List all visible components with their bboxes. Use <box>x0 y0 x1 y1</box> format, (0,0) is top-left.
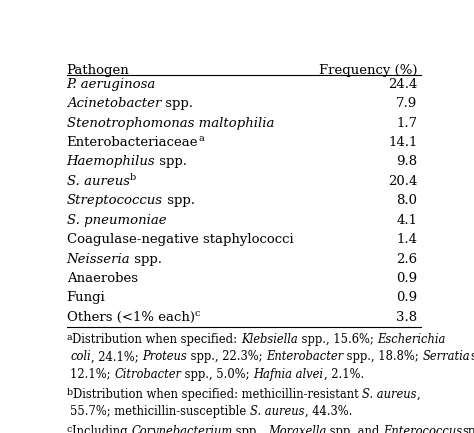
Text: a: a <box>66 333 72 342</box>
Text: Enterobacter: Enterobacter <box>266 350 343 363</box>
Text: spp.,: spp., <box>232 425 268 433</box>
Text: S. aureus: S. aureus <box>250 405 305 418</box>
Text: ,: , <box>417 388 420 401</box>
Text: spp.: spp. <box>462 425 474 433</box>
Text: 8.0: 8.0 <box>396 194 418 207</box>
Text: Enterococcus: Enterococcus <box>383 425 462 433</box>
Text: spp.,: spp., <box>470 350 474 363</box>
Text: b: b <box>129 173 136 181</box>
Text: Haemophilus: Haemophilus <box>66 155 155 168</box>
Text: 55.7%; methicillin-susceptible: 55.7%; methicillin-susceptible <box>70 405 250 418</box>
Text: Pathogen: Pathogen <box>66 64 129 77</box>
Text: 1.7: 1.7 <box>396 116 418 129</box>
Text: 9.8: 9.8 <box>396 155 418 168</box>
Text: , 24.1%;: , 24.1%; <box>91 350 142 363</box>
Text: 3.8: 3.8 <box>396 311 418 324</box>
Text: Serratia: Serratia <box>422 350 470 363</box>
Text: Acinetobacter: Acinetobacter <box>66 97 161 110</box>
Text: 4.1: 4.1 <box>396 214 418 227</box>
Text: Proteus: Proteus <box>142 350 187 363</box>
Text: 1.4: 1.4 <box>396 233 418 246</box>
Text: S. pneumoniae: S. pneumoniae <box>66 214 166 227</box>
Text: Fungi: Fungi <box>66 291 105 304</box>
Text: Coagulase-negative staphylococci: Coagulase-negative staphylococci <box>66 233 293 246</box>
Text: Stenotrophomonas maltophilia: Stenotrophomonas maltophilia <box>66 116 274 129</box>
Text: Anaerobes: Anaerobes <box>66 272 137 285</box>
Text: P. aeruginosa: P. aeruginosa <box>66 78 156 91</box>
Text: Distribution when specified: methicillin-resistant: Distribution when specified: methicillin… <box>73 388 362 401</box>
Text: Streptococcus: Streptococcus <box>66 194 163 207</box>
Text: Including: Including <box>72 425 131 433</box>
Text: 2.6: 2.6 <box>396 252 418 265</box>
Text: spp., 22.3%;: spp., 22.3%; <box>187 350 266 363</box>
Text: Citrobacter: Citrobacter <box>114 368 182 381</box>
Text: spp., 5.0%;: spp., 5.0%; <box>182 368 254 381</box>
Text: Hafnia alvei: Hafnia alvei <box>254 368 324 381</box>
Text: Others (<1% each): Others (<1% each) <box>66 311 195 324</box>
Text: 7.9: 7.9 <box>396 97 418 110</box>
Text: Frequency (%): Frequency (%) <box>319 64 418 77</box>
Text: S. aureus: S. aureus <box>362 388 417 401</box>
Text: Moraxella: Moraxella <box>268 425 326 433</box>
Text: spp., 18.8%;: spp., 18.8%; <box>343 350 422 363</box>
Text: 0.9: 0.9 <box>396 272 418 285</box>
Text: spp., 15.6%;: spp., 15.6%; <box>298 333 377 346</box>
Text: c: c <box>66 425 72 433</box>
Text: 12.1%;: 12.1%; <box>70 368 114 381</box>
Text: 24.4: 24.4 <box>388 78 418 91</box>
Text: spp. and: spp. and <box>326 425 383 433</box>
Text: , 2.1%.: , 2.1%. <box>324 368 364 381</box>
Text: b: b <box>66 388 73 397</box>
Text: spp.: spp. <box>161 97 193 110</box>
Text: Klebsiella: Klebsiella <box>241 333 298 346</box>
Text: Distribution when specified:: Distribution when specified: <box>72 333 241 346</box>
Text: S. aureus: S. aureus <box>66 175 129 188</box>
Text: a: a <box>198 134 204 143</box>
Text: , 44.3%.: , 44.3%. <box>305 405 352 418</box>
Text: spp.: spp. <box>163 194 195 207</box>
Text: Enterobacteriaceae: Enterobacteriaceae <box>66 136 198 149</box>
Text: Corynebacterium: Corynebacterium <box>131 425 232 433</box>
Text: coli: coli <box>70 350 91 363</box>
Text: c: c <box>195 309 200 317</box>
Text: 20.4: 20.4 <box>388 175 418 188</box>
Text: 14.1: 14.1 <box>388 136 418 149</box>
Text: 0.9: 0.9 <box>396 291 418 304</box>
Text: spp.: spp. <box>130 252 162 265</box>
Text: Neisseria: Neisseria <box>66 252 130 265</box>
Text: spp.: spp. <box>155 155 187 168</box>
Text: Escherichia: Escherichia <box>377 333 446 346</box>
